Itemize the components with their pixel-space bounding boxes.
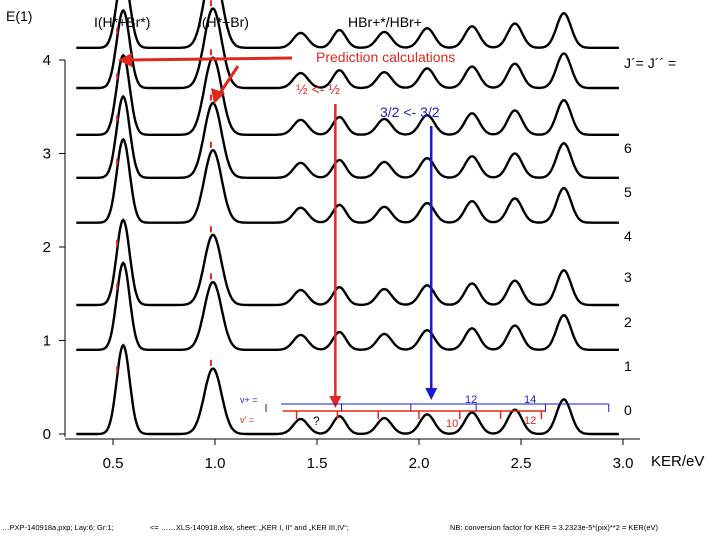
vprime-label: v' = <box>240 415 254 425</box>
y-tick-label-1: 1 <box>43 333 51 350</box>
red-v-10: 10 <box>446 418 459 430</box>
transition-half-label: ½ <- ½ <box>296 81 340 97</box>
corner-label: E(1) <box>6 8 33 24</box>
right-label-0: 0 <box>624 402 632 418</box>
x-axis-label: KER/eV <box>651 453 704 470</box>
right-label-1: 1 <box>624 358 632 374</box>
footer-left: …PXP-140918a,pxp; Lay:6; Gr:1; <box>2 523 114 532</box>
red-v-unknown: ? <box>313 414 320 428</box>
right-label-4: 4 <box>624 228 632 244</box>
arrow-to-peak-2-line <box>216 65 240 97</box>
x-tick-label-2: 1.5 <box>307 455 328 472</box>
y-tick-label-2: 2 <box>43 239 51 256</box>
y-tick-label-4: 4 <box>43 52 51 69</box>
blue-vertical-arrowhead <box>425 388 438 400</box>
x-tick-label-5: 3.0 <box>613 455 634 472</box>
arrow-to-peak-1-line <box>122 56 293 62</box>
spectrum-trace-4 <box>76 94 619 179</box>
spectrum-trace-1 <box>76 261 619 351</box>
vplus-label: v+ = <box>240 395 258 405</box>
prediction-label: Prediction calculations <box>316 49 456 65</box>
x-tick-label-0: 0.5 <box>103 455 124 472</box>
right-label-3: 3 <box>624 269 632 285</box>
j-header: J´= J´´ = <box>624 55 677 71</box>
right-label-6: 6 <box>624 140 632 156</box>
ratio-label: HBr+*/HBr+ <box>348 14 422 30</box>
footer-right: NB: conversion factor for KER = 3.2323e-… <box>450 523 659 532</box>
right-label-5: 5 <box>624 184 632 200</box>
peak-label-h-br: I(H*+Br) <box>198 14 249 30</box>
spectrum-trace-6 <box>76 7 619 90</box>
transition-three-half-label: 3/2 <- 3/2 <box>380 104 440 120</box>
footer-middle: <= ……XLS-140918.xlsx, sheet: „KER I, II“… <box>150 523 349 532</box>
spectrum-trace-7 <box>76 0 619 49</box>
red-vertical-arrowhead <box>329 396 342 408</box>
y-tick-label-3: 3 <box>43 146 51 163</box>
x-tick-label-3: 2.0 <box>409 455 430 472</box>
arrow-to-peak-1-head <box>118 53 132 67</box>
red-v-12: 12 <box>524 415 537 427</box>
x-tick-label-4: 2.5 <box>511 455 532 472</box>
peak-label-h-br-star: I(H*+Br*) <box>94 14 151 30</box>
blue-v-12: 12 <box>465 394 478 406</box>
spectrum-trace-2 <box>76 218 619 307</box>
spectrum-trace-0 <box>76 343 619 436</box>
right-label-2: 2 <box>624 314 632 330</box>
x-tick-label-1: 1.0 <box>205 455 226 472</box>
blue-v-14: 14 <box>524 394 537 406</box>
spectrum-trace-5 <box>76 53 619 136</box>
spectrum-trace-3 <box>76 137 619 224</box>
arrow-to-peak-2-head <box>211 88 225 104</box>
y-tick-label-0: 0 <box>43 426 51 443</box>
